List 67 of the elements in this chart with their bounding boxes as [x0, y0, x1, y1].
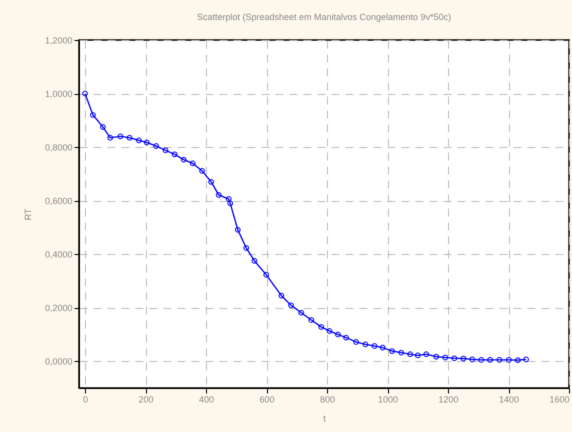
point [460, 356, 466, 362]
point [496, 357, 502, 363]
x-tick-label: 400 [199, 394, 214, 404]
point [90, 112, 96, 118]
point [252, 258, 258, 264]
point [234, 226, 241, 233]
point [362, 342, 368, 348]
point [380, 344, 386, 350]
y-tick-label: 0,2000 [44, 303, 72, 314]
point [506, 357, 512, 363]
x-tick-label: 1600 [549, 394, 570, 404]
point [227, 200, 234, 206]
point [423, 351, 430, 358]
point [144, 140, 150, 146]
x-tick-label: 1200 [438, 394, 459, 404]
point [136, 138, 142, 144]
point [335, 332, 341, 338]
point [153, 143, 159, 149]
point [208, 179, 214, 185]
point [190, 160, 196, 166]
point [442, 354, 448, 360]
y-tick-label: 0,4000 [44, 250, 72, 260]
y-tick-label: 0,6000 [44, 196, 72, 206]
point [263, 272, 270, 278]
point [433, 354, 440, 360]
point [414, 352, 421, 358]
point [469, 356, 476, 362]
x-axis-title: t [323, 414, 326, 424]
x-tick-label: 200 [138, 394, 154, 404]
point [318, 324, 324, 330]
point [452, 355, 458, 362]
x-tick-label: 0 [83, 394, 88, 404]
point [226, 196, 232, 202]
point [389, 348, 395, 354]
point [180, 156, 186, 162]
point [343, 334, 349, 341]
point [372, 343, 378, 349]
x-tick-label: 1400 [498, 394, 520, 404]
point [298, 310, 304, 316]
point [288, 302, 294, 308]
y-tick-label: 1,0000 [44, 89, 72, 100]
y-tick-label: 0,0000 [44, 356, 72, 367]
x-tick-label: 1000 [378, 394, 398, 404]
point [199, 168, 205, 174]
point [118, 134, 124, 140]
point [326, 328, 332, 334]
point [278, 292, 284, 298]
y-axis-title: RT [22, 208, 33, 220]
point [353, 339, 359, 345]
y-tick-label: 0,8000 [44, 142, 72, 153]
point [407, 351, 414, 358]
chart-title: Scatterplot (Spreadsheet em Manitalvos Congelamento 9v*50c) [196, 12, 452, 22]
point [172, 151, 178, 158]
point [515, 357, 521, 363]
point [478, 357, 484, 363]
point [126, 134, 132, 141]
x-tick-label: 600 [260, 394, 275, 404]
point [243, 245, 250, 251]
point [487, 357, 493, 363]
point [308, 317, 314, 323]
point [216, 192, 222, 198]
point [398, 350, 404, 356]
point [100, 124, 106, 130]
point [107, 134, 113, 141]
x-tick-label: 800 [320, 394, 336, 404]
point [162, 147, 168, 154]
y-tick-label: 1,2000 [44, 36, 72, 46]
